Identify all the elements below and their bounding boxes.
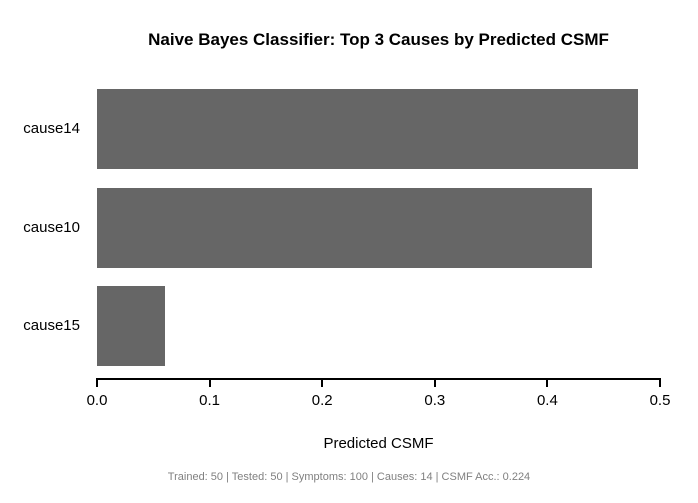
y-tick-label-cause15: cause15 (23, 317, 80, 334)
x-tick-0.2 (321, 380, 324, 387)
x-tick-label-0.3: 0.3 (424, 392, 446, 409)
x-tick-label-0.5: 0.5 (649, 392, 671, 409)
x-tick-label-0.4: 0.4 (536, 392, 558, 409)
y-tick-label-cause14: cause14 (23, 120, 80, 137)
x-tick-0.3 (433, 380, 436, 387)
footer-stats: Trained: 50 | Tested: 50 | Symptoms: 100… (167, 471, 531, 483)
x-tick-label-0.0: 0.0 (86, 392, 108, 409)
bar-cause14 (97, 89, 638, 169)
bar-cause15 (97, 286, 165, 366)
chart-title: Naive Bayes Classifier: Top 3 Causes by … (148, 30, 609, 49)
x-tick-label-0.1: 0.1 (199, 392, 221, 409)
x-axis-line (96, 378, 661, 380)
y-tick-label-cause10: cause10 (23, 219, 80, 236)
x-tick-0.1 (208, 380, 211, 387)
bar-cause10 (97, 188, 593, 268)
x-tick-0.0 (96, 380, 98, 387)
x-tick-label-0.2: 0.2 (311, 392, 333, 409)
plot-area (97, 89, 660, 378)
x-tick-0.5 (659, 380, 661, 387)
x-axis-title: Predicted CSMF (323, 435, 434, 452)
x-tick-0.4 (546, 380, 549, 387)
